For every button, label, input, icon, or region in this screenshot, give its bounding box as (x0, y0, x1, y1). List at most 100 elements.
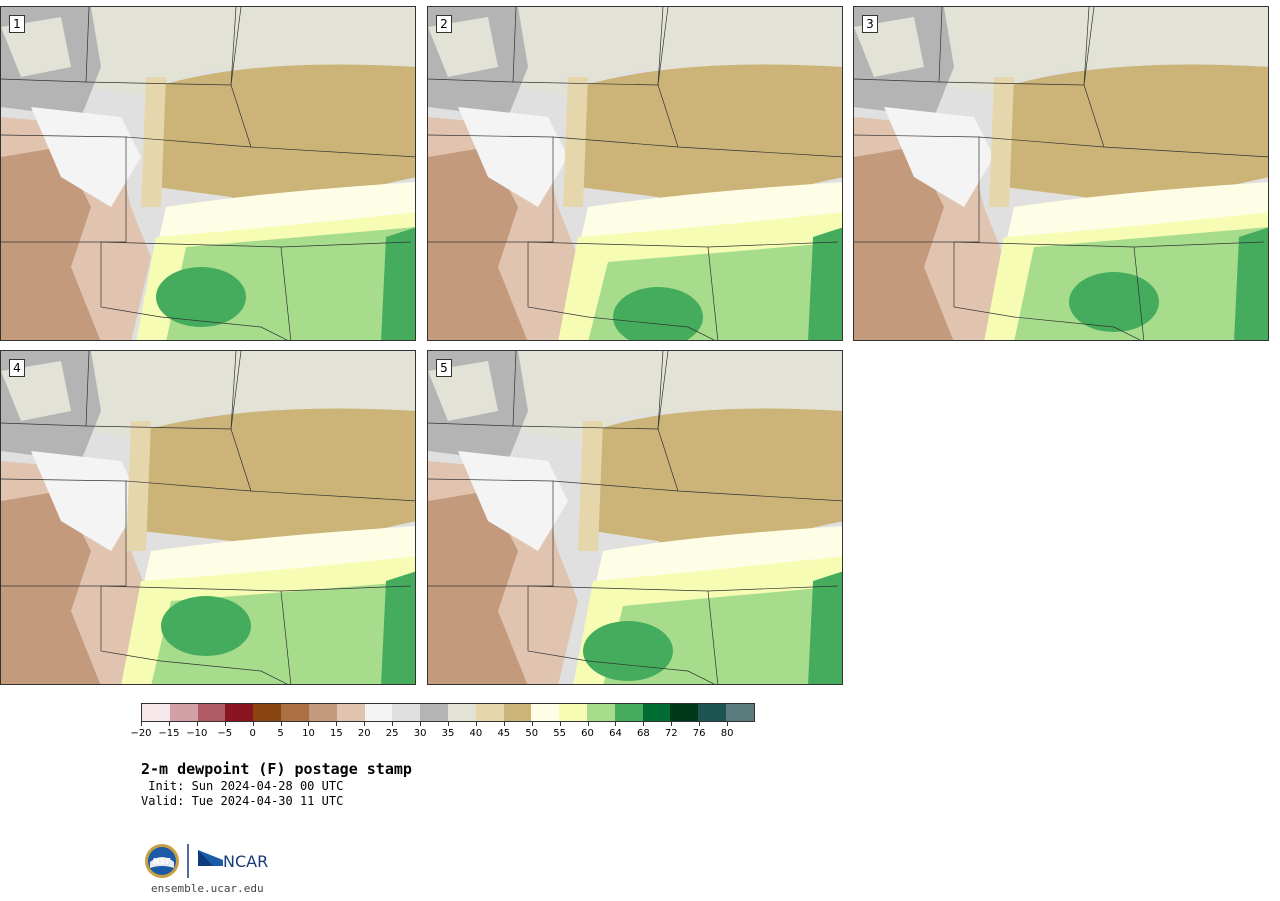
state-boundary (280, 241, 412, 248)
map-panel-5: 5 (427, 350, 843, 685)
field-region (1, 147, 101, 340)
colorbar-tick (615, 722, 617, 726)
dewpoint-map (854, 7, 1268, 340)
state-boundary (854, 134, 1105, 148)
state-boundary (428, 137, 554, 243)
colorbar-tick (503, 722, 505, 726)
colorbar-swatch (281, 704, 309, 721)
colorbar-swatch (336, 704, 365, 721)
state-boundary (428, 134, 679, 148)
colorbar-tick (308, 722, 310, 726)
colorbar-tick (699, 722, 701, 726)
state-boundary (527, 242, 715, 340)
init-time: Init: Sun 2024-04-28 00 UTC (141, 779, 344, 793)
dewpoint-map (1, 351, 415, 684)
panel-number: 4 (9, 359, 25, 377)
colorbar-tick (727, 722, 729, 726)
state-boundary (707, 241, 839, 248)
field-region (156, 267, 246, 327)
colorbar-tick (280, 722, 282, 726)
panel-number: 2 (436, 15, 452, 33)
colorbar-tick (364, 722, 366, 726)
field-region (381, 227, 415, 340)
field-region (31, 107, 141, 207)
map-panel-3: 3 (853, 6, 1269, 341)
colorbar-tick (336, 722, 338, 726)
state-boundary (1, 481, 127, 587)
dewpoint-map (428, 7, 842, 340)
colorbar-tick (475, 722, 477, 726)
field-region (508, 351, 842, 441)
colorbar-tick-label: 55 (553, 728, 566, 739)
colorbar-tick (587, 722, 589, 726)
field-region (1, 491, 101, 684)
colorbar-tick-label: 20 (357, 728, 371, 739)
state-boundary (707, 585, 839, 592)
colorbar-tick-label: 60 (581, 728, 594, 739)
colorbar-tick-label: 76 (692, 728, 706, 739)
colorbar-swatch (308, 704, 337, 721)
field-region (884, 107, 994, 207)
state-boundary (1083, 7, 1095, 86)
field-region (1234, 227, 1268, 340)
state-boundary (100, 242, 288, 340)
panel-number: 3 (862, 15, 878, 33)
colorbar-tick-label: 45 (497, 728, 511, 739)
map-panel-2: 2 (427, 6, 843, 341)
colorbar-swatch (642, 704, 671, 721)
colorbar-tick-label: 80 (720, 728, 734, 739)
colorbar-swatch (559, 704, 587, 721)
state-boundary (1, 137, 127, 243)
colorbar-tick-label: −20 (130, 728, 152, 739)
field-region (428, 491, 528, 684)
colorbar-swatch (614, 704, 643, 721)
colorbar-swatch (420, 704, 448, 721)
colorbar-tick (196, 722, 198, 726)
state-boundary (854, 137, 980, 243)
state-boundary (953, 242, 1141, 340)
colorbar-tick-label: −15 (158, 728, 180, 739)
field-region (989, 77, 1014, 207)
state-boundary (527, 586, 715, 684)
colorbar-tick (559, 722, 561, 726)
field-region (578, 421, 603, 551)
nsf-logo-icon: NSF (145, 844, 179, 878)
state-boundary (428, 478, 679, 492)
field-region (458, 451, 568, 551)
svg-text:NCAR: NCAR (223, 852, 268, 871)
colorbar-tick (448, 722, 449, 726)
dewpoint-map (428, 351, 842, 684)
colorbar-tick (420, 722, 422, 726)
field-region (141, 77, 166, 207)
colorbar-swatch (392, 704, 421, 721)
colorbar-tick-label: −5 (217, 728, 233, 739)
field-region (31, 451, 141, 551)
state-boundary (1, 134, 252, 148)
field-region (583, 621, 673, 681)
colorbar-tick (168, 722, 170, 726)
state-boundary (657, 7, 669, 86)
colorbar-swatch (587, 704, 615, 721)
ncar-logo-icon: NCAR (198, 850, 268, 871)
state-boundary (100, 586, 288, 684)
colorbar-tick-label: −10 (186, 728, 208, 739)
colorbar-swatch (447, 704, 476, 721)
map-panel-1: 1 (0, 6, 416, 341)
colorbar-tick (141, 722, 142, 726)
logos: NSF NCAR (145, 844, 268, 878)
colorbar-swatch (225, 704, 254, 721)
colorbar-tick-label: 5 (277, 728, 284, 739)
field-region (161, 596, 251, 656)
colorbar-tick (224, 722, 226, 726)
colorbar-tick-label: 0 (249, 728, 256, 739)
colorbar (141, 703, 755, 722)
colorbar-ticks: −20 −15 −10 −5 0 5 10 15 20 25 30 35 40 45 50 55 60 64 68 7… (130, 722, 755, 742)
site-url: ensemble.ucar.edu (151, 882, 264, 895)
field-region (808, 571, 842, 684)
field-region (428, 147, 528, 340)
map-panel-4: 4 (0, 350, 416, 685)
colorbar-swatch (364, 704, 393, 721)
svg-text:NSF: NSF (153, 857, 171, 866)
field-region (458, 107, 568, 207)
field-region (563, 77, 588, 207)
